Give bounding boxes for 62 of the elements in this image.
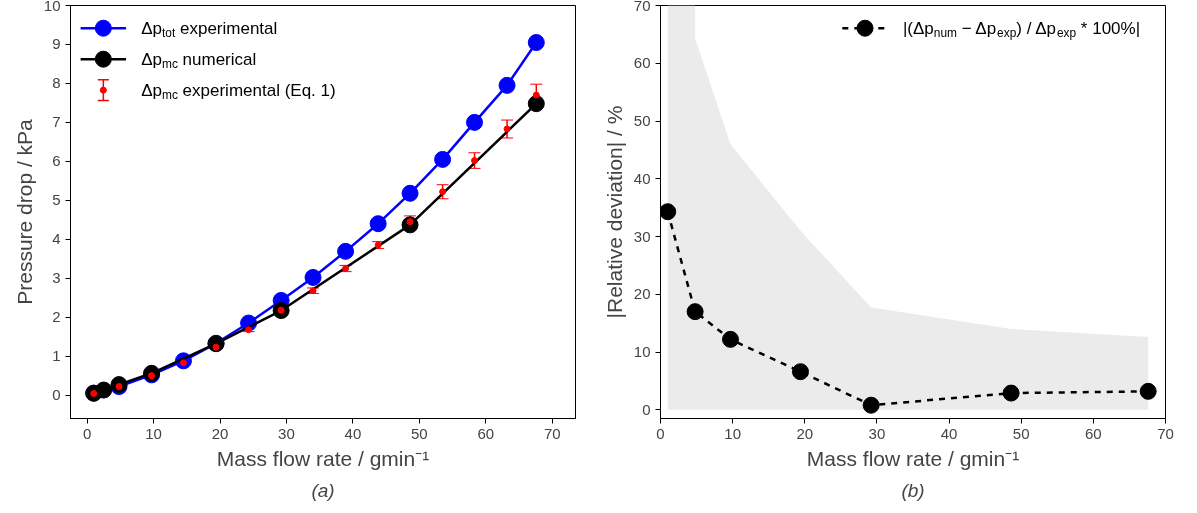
y-tick-label: 70 (633, 0, 651, 14)
point (434, 150, 452, 168)
point (791, 363, 809, 381)
x-tick-label: 40 (344, 424, 362, 442)
point (686, 303, 704, 321)
point (1139, 382, 1157, 400)
point (304, 268, 322, 286)
y-tick-label: 9 (52, 35, 61, 53)
x-tick-label: 10 (145, 424, 162, 442)
y-tick-label: 50 (633, 112, 651, 130)
x-tick-label: 0 (656, 424, 665, 442)
point (471, 157, 478, 165)
point (369, 215, 387, 233)
y-tick-label: 5 (52, 191, 61, 209)
x-tick-label: 70 (543, 424, 561, 442)
x-axis-title: Mass flow rate / gmin⁻¹ (806, 446, 1020, 470)
y-tick-label: 1 (52, 347, 61, 365)
point (401, 184, 419, 202)
x-tick-label: 50 (1012, 424, 1030, 442)
x-axis-title: Mass flow rate / gmin⁻¹ (216, 446, 430, 470)
y-tick-label: 6 (52, 152, 61, 170)
y-tick-label: 30 (633, 227, 651, 245)
x-tick-label: 30 (278, 424, 295, 442)
y-tick-label: 0 (642, 400, 651, 418)
x-tick-label: 20 (796, 424, 814, 442)
point (503, 125, 511, 133)
y-tick-label: 3 (52, 269, 61, 287)
x-tick-label: 40 (940, 424, 958, 442)
point (527, 34, 545, 51)
x-tick-label: 50 (411, 424, 428, 442)
point (862, 396, 880, 414)
x-tick-label: 70 (1157, 424, 1174, 442)
text: (a) (311, 479, 335, 501)
y-tick-label: 2 (52, 308, 61, 326)
x-tick-label: 60 (477, 424, 495, 442)
y-tick-label: 0 (52, 386, 61, 404)
y-tick-label: 7 (52, 113, 61, 131)
text: (b) (901, 479, 925, 501)
x-tick-label: 0 (82, 424, 92, 442)
y-tick-label: 10 (43, 0, 61, 14)
y-tick-label: 8 (52, 74, 61, 92)
point (337, 242, 355, 260)
y-tick-label: 40 (633, 169, 651, 187)
y-tick-label: 10 (633, 343, 651, 361)
x-tick-label: 20 (211, 424, 229, 442)
point (95, 381, 113, 399)
y-axis-title: |Relative deviation| / % (602, 105, 626, 319)
point (532, 91, 540, 99)
point (498, 76, 516, 94)
point (466, 113, 483, 131)
point (527, 95, 545, 113)
y-tick-label: 60 (633, 54, 651, 72)
y-tick-label: 4 (52, 230, 61, 248)
point (660, 203, 677, 221)
x-tick-label: 30 (868, 424, 886, 442)
point (1002, 384, 1020, 402)
point (721, 330, 739, 348)
x-tick-label: 60 (1085, 424, 1102, 442)
y-axis-title: Pressure drop / kPa (12, 118, 36, 305)
x-tick-label: 10 (724, 424, 741, 442)
point (439, 188, 447, 196)
y-tick-label: 20 (633, 285, 651, 303)
